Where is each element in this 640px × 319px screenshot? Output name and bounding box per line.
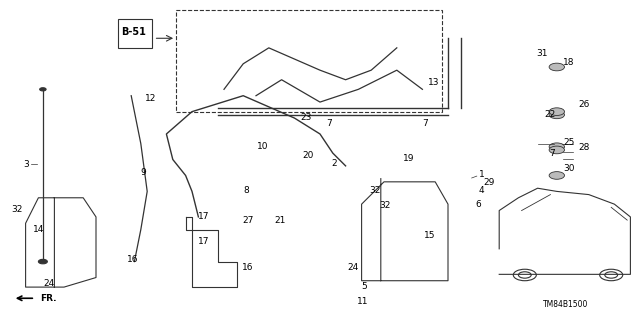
Text: 10: 10	[257, 142, 269, 151]
Text: 2: 2	[332, 159, 337, 168]
Text: 21: 21	[274, 216, 285, 225]
Text: 30: 30	[563, 164, 575, 173]
Text: 17: 17	[198, 237, 210, 246]
Text: 4: 4	[479, 186, 484, 195]
Circle shape	[549, 143, 564, 151]
Circle shape	[549, 172, 564, 179]
Text: 27: 27	[242, 216, 253, 225]
Text: 16: 16	[242, 263, 253, 272]
Text: 22: 22	[544, 110, 556, 119]
Text: 7: 7	[549, 149, 555, 158]
Text: 7: 7	[422, 119, 428, 128]
Text: 31: 31	[536, 49, 548, 58]
Text: 5: 5	[361, 282, 367, 291]
Text: 9: 9	[140, 168, 146, 177]
Circle shape	[549, 108, 564, 115]
Text: 7: 7	[326, 119, 332, 128]
Text: 32: 32	[379, 201, 390, 210]
Text: 24: 24	[43, 279, 54, 288]
Text: TM84B1500: TM84B1500	[543, 300, 589, 309]
Text: 23: 23	[300, 113, 312, 122]
Text: 29: 29	[483, 178, 495, 187]
Text: 11: 11	[357, 297, 369, 306]
Text: 17: 17	[198, 212, 210, 221]
Text: 13: 13	[428, 78, 439, 87]
Text: 12: 12	[145, 94, 157, 103]
Text: 20: 20	[303, 151, 314, 160]
Text: 16: 16	[127, 255, 138, 263]
Bar	[118, 19, 152, 48]
Circle shape	[549, 146, 564, 154]
Text: 15: 15	[424, 231, 436, 240]
Circle shape	[38, 259, 47, 264]
Text: 24: 24	[347, 263, 358, 272]
Text: 1: 1	[479, 170, 484, 179]
Text: 28: 28	[578, 143, 589, 152]
Circle shape	[549, 63, 564, 71]
Text: B-51: B-51	[122, 27, 147, 37]
Text: 32: 32	[369, 186, 381, 195]
Text: 8: 8	[243, 186, 249, 195]
Text: 14: 14	[33, 225, 45, 234]
Circle shape	[40, 88, 46, 91]
Text: 25: 25	[563, 138, 575, 147]
Text: 18: 18	[563, 58, 575, 67]
Text: 32: 32	[11, 205, 22, 214]
Text: 19: 19	[403, 154, 415, 163]
Text: FR.: FR.	[40, 294, 56, 303]
Circle shape	[549, 111, 564, 119]
Text: 6: 6	[475, 200, 481, 209]
Text: 3: 3	[24, 160, 29, 169]
Bar	[176, 10, 442, 112]
Text: 26: 26	[578, 100, 589, 109]
